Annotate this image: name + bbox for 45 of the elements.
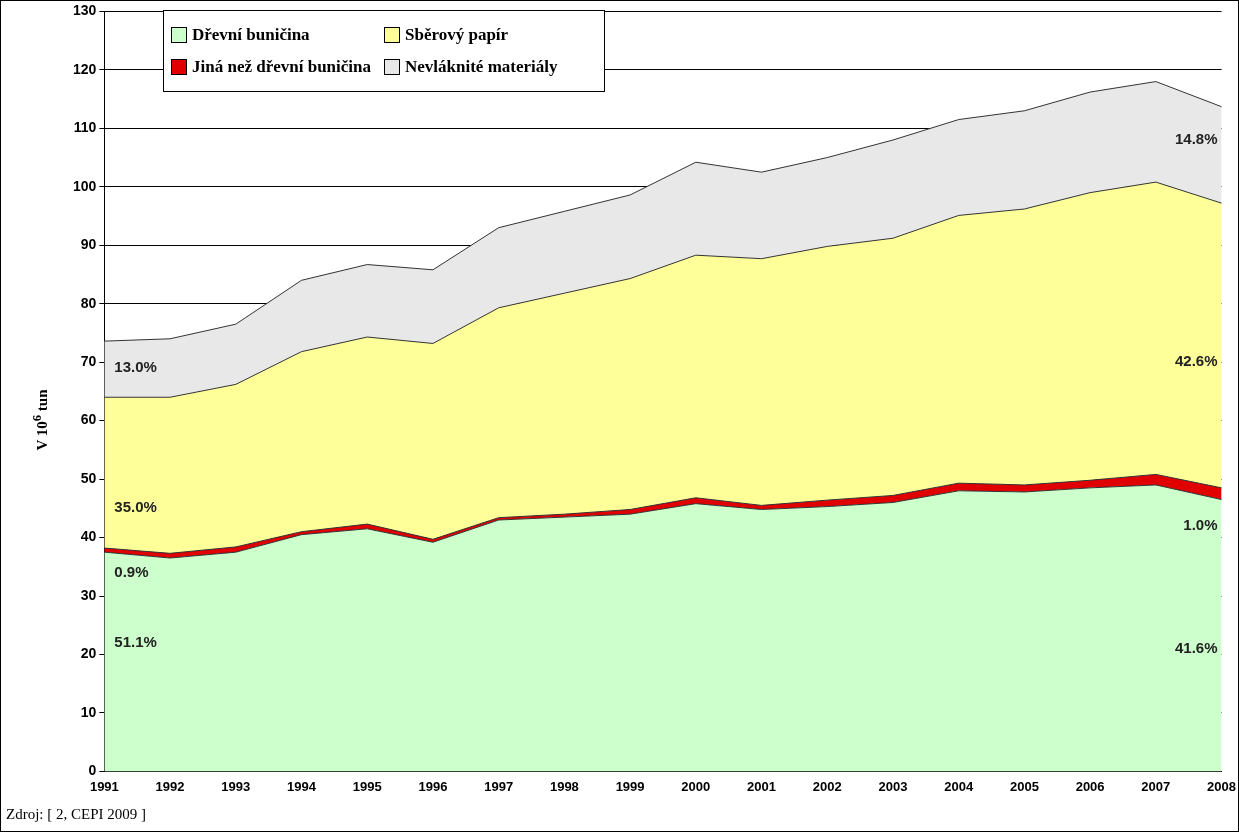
- annotation: 41.6%: [1174, 638, 1218, 656]
- annotation: 42.6%: [1174, 352, 1218, 370]
- x-tick-label: 1997: [484, 778, 514, 794]
- legend-label: Sběrový papír: [405, 25, 509, 45]
- annotation: 35.0%: [114, 498, 157, 516]
- y-tick-label: 30: [80, 586, 97, 603]
- x-tick-label: 2008: [1207, 778, 1236, 794]
- x-tick-label: 1998: [549, 778, 579, 794]
- x-tick-label: 1993: [221, 778, 251, 794]
- y-tick-label: 110: [73, 119, 97, 136]
- legend-label: Dřevní buničina: [192, 25, 310, 45]
- text: Zdroj: [ 2, CEPI 2009 ]: [6, 806, 146, 823]
- y-tick-label: 20: [80, 645, 97, 662]
- y-tick-label: 60: [80, 411, 97, 428]
- x-tick-label: 2001: [747, 778, 776, 794]
- annotation: 14.8%: [1174, 130, 1218, 148]
- annotation: 13.0%: [114, 358, 157, 376]
- x-tick-label: 1994: [287, 778, 317, 794]
- x-tick-label: 2005: [1009, 778, 1039, 794]
- y-tick-label: 10: [80, 703, 97, 720]
- y-tick-label: 40: [80, 528, 97, 545]
- x-tick-label: 2007: [1141, 778, 1171, 794]
- x-tick-label: 1996: [418, 778, 448, 794]
- y-tick-label: 90: [80, 236, 97, 253]
- y-tick-label: 0: [88, 762, 97, 779]
- y-tick-label: 50: [80, 469, 97, 486]
- x-tick-label: 2002: [812, 778, 842, 794]
- x-tick-label: 2004: [944, 778, 974, 794]
- annotation: 51.1%: [114, 632, 157, 650]
- x-tick-label: 1991: [89, 778, 119, 794]
- x-tick-label: 2003: [878, 778, 908, 794]
- x-tick-label: 1999: [615, 778, 645, 794]
- x-tick-label: 1995: [352, 778, 382, 794]
- legend-label: Nevláknité materiály: [405, 57, 558, 77]
- x-tick-label: 2000: [681, 778, 711, 794]
- annotation: 1.0%: [1183, 516, 1218, 533]
- x-tick-label: 1992: [155, 778, 185, 794]
- y-tick-label: 120: [73, 60, 97, 77]
- y-tick-label: 130: [73, 2, 97, 19]
- y-tick-label: 80: [80, 294, 97, 311]
- annotation: 0.9%: [114, 562, 149, 580]
- legend-label: Jiná než dřevní buničina: [192, 57, 372, 77]
- x-tick-label: 2006: [1075, 778, 1105, 794]
- y-tick-label: 70: [80, 353, 97, 370]
- y-tick-label: 100: [73, 177, 97, 194]
